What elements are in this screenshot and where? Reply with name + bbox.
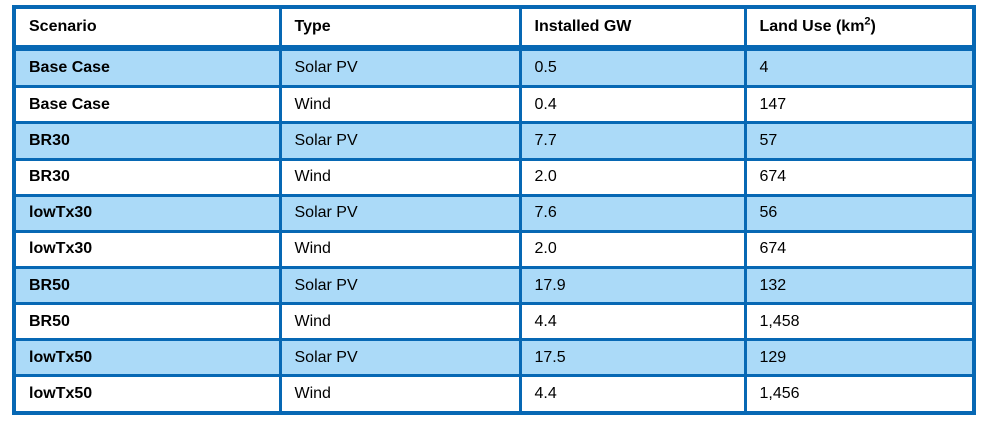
cell-scenario: BR30 [12, 121, 282, 161]
cell-type: Solar PV [278, 121, 522, 161]
table-row: lowTx50 Wind 4.4 1,456 [12, 374, 976, 415]
table-row: lowTx50 Solar PV 17.5 129 [12, 338, 976, 378]
cell-installed-gw: 0.4 [518, 85, 747, 125]
cell-type: Wind [278, 374, 522, 415]
col-header-scenario: Scenario [12, 5, 282, 51]
header-row: Scenario Type Installed GW Land Use (km2… [12, 5, 976, 51]
cell-installed-gw: 2.0 [518, 229, 747, 269]
cell-scenario: lowTx30 [12, 193, 282, 233]
cell-type: Solar PV [278, 46, 522, 89]
col-header-installed-gw: Installed GW [518, 5, 747, 51]
cell-land-use: 132 [743, 265, 976, 306]
cell-scenario: Base Case [12, 85, 282, 125]
cell-scenario: lowTx30 [12, 229, 282, 269]
table-row: Base Case Solar PV 0.5 4 [12, 46, 976, 89]
cell-type: Solar PV [278, 338, 522, 378]
col-header-land-use: Land Use (km2) [743, 5, 976, 51]
cell-land-use: 56 [743, 193, 976, 233]
cell-land-use: 129 [743, 338, 976, 378]
cell-type: Wind [278, 302, 522, 342]
cell-type: Wind [278, 157, 522, 197]
cell-installed-gw: 17.9 [518, 265, 747, 306]
cell-type: Solar PV [278, 193, 522, 233]
cell-land-use: 147 [743, 85, 976, 125]
table-row: lowTx30 Solar PV 7.6 56 [12, 193, 976, 233]
table-row: Base Case Wind 0.4 147 [12, 85, 976, 125]
cell-land-use: 1,458 [743, 302, 976, 342]
table-row: BR30 Solar PV 7.7 57 [12, 121, 976, 161]
cell-type: Solar PV [278, 265, 522, 306]
scenario-land-use-table: Scenario Type Installed GW Land Use (km2… [12, 5, 976, 415]
cell-scenario: lowTx50 [12, 374, 282, 415]
col-header-type: Type [278, 5, 522, 51]
cell-land-use: 57 [743, 121, 976, 161]
cell-scenario: lowTx50 [12, 338, 282, 378]
cell-installed-gw: 4.4 [518, 302, 747, 342]
land-use-suffix: ) [870, 18, 876, 35]
cell-installed-gw: 17.5 [518, 338, 747, 378]
cell-land-use: 1,456 [743, 374, 976, 415]
cell-scenario: BR30 [12, 157, 282, 197]
land-use-superscript: 2 [864, 15, 871, 28]
table-row: BR50 Wind 4.4 1,458 [12, 302, 976, 342]
cell-installed-gw: 0.5 [518, 46, 747, 89]
cell-installed-gw: 7.7 [518, 121, 747, 161]
cell-land-use: 4 [743, 46, 976, 89]
cell-scenario: Base Case [12, 46, 282, 89]
cell-installed-gw: 4.4 [518, 374, 747, 415]
cell-installed-gw: 2.0 [518, 157, 747, 197]
cell-installed-gw: 7.6 [518, 193, 747, 233]
cell-type: Wind [278, 229, 522, 269]
cell-land-use: 674 [743, 229, 976, 269]
land-use-prefix: Land Use (km [759, 18, 865, 35]
table-row: lowTx30 Wind 2.0 674 [12, 229, 976, 269]
table-row: BR30 Wind 2.0 674 [12, 157, 976, 197]
cell-type: Wind [278, 85, 522, 125]
cell-land-use: 674 [743, 157, 976, 197]
cell-scenario: BR50 [12, 265, 282, 306]
table-row: BR50 Solar PV 17.9 132 [12, 265, 976, 306]
cell-scenario: BR50 [12, 302, 282, 342]
